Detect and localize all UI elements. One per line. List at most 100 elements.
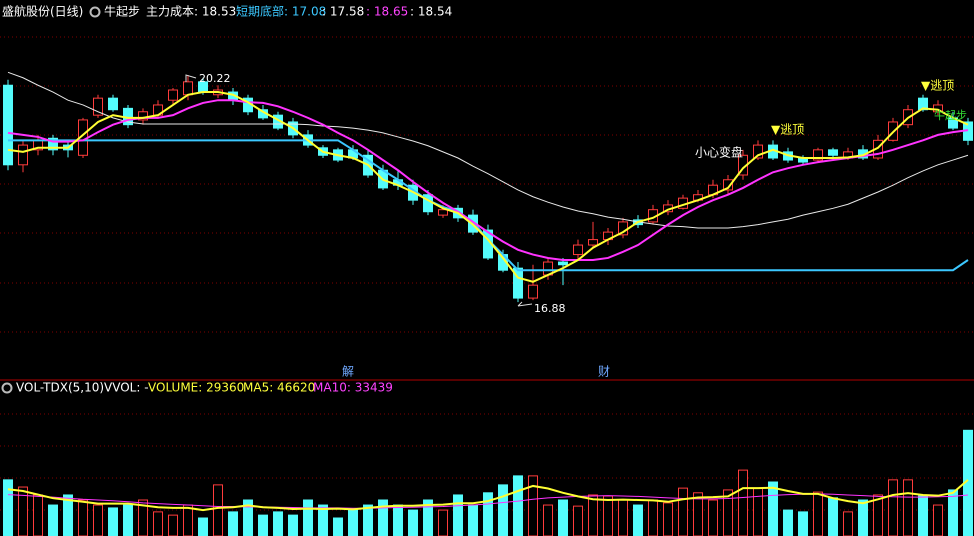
volume-bar <box>348 509 358 536</box>
candle-body <box>558 261 568 266</box>
volume-bar <box>213 484 223 536</box>
candle-body <box>753 144 763 159</box>
candle-body <box>18 144 28 166</box>
volume-bar <box>843 511 853 536</box>
header-item: MA10: 33439 <box>313 381 393 395</box>
candle-body <box>438 209 448 216</box>
grid <box>0 36 974 511</box>
volume-bar <box>918 495 928 536</box>
volume-bar <box>633 504 643 536</box>
volume-bar <box>723 489 733 536</box>
volume-bar <box>573 505 583 536</box>
volume-bar <box>243 499 253 536</box>
header: 盛航股份(日线) 牛起步 主力成本: 18.53 短期底部: 17.08 : 1… <box>2 4 452 19</box>
volume-bar <box>933 504 943 536</box>
annotation: 小心变盘 <box>695 145 743 160</box>
candle-body <box>918 97 928 111</box>
volume-bar <box>858 499 868 536</box>
volume-bar <box>783 509 793 536</box>
indicator-name: VOL-TDX(5,10) <box>16 381 104 395</box>
volume-bar <box>558 499 568 536</box>
candle-body <box>108 97 118 111</box>
event-marker[interactable]: 解 <box>342 365 354 379</box>
header-item: VOLUME: 29360 <box>148 381 244 395</box>
volume-bar <box>708 499 718 536</box>
plot <box>3 71 973 536</box>
volume-bar <box>453 494 463 536</box>
header-item: 主力成本: 18.53 <box>146 5 236 19</box>
volume-bar <box>903 479 913 536</box>
ma-line <box>7 479 969 512</box>
candle-body <box>168 89 178 101</box>
volume-bar <box>33 494 43 536</box>
candle-body <box>93 97 103 116</box>
annotation-pointer <box>517 301 533 307</box>
candle-body <box>3 84 13 166</box>
volume-bar <box>3 479 13 536</box>
candle-body <box>573 244 583 256</box>
header-item: : 18.54 <box>410 5 452 19</box>
stock-title: 盛航股份(日线) <box>2 4 83 19</box>
volume-bar <box>948 489 958 536</box>
volume-bar <box>273 511 283 536</box>
volume-bar <box>198 517 208 536</box>
annotation: 牛起步 <box>934 108 967 122</box>
volume-bar <box>888 479 898 536</box>
ma-line <box>7 71 969 229</box>
volume-bar <box>168 514 178 536</box>
volume-bar <box>738 469 748 536</box>
header-item: : 17.58 <box>322 5 364 19</box>
volume-bar <box>378 499 388 536</box>
volume-bar <box>588 494 598 536</box>
volume-bar <box>513 475 523 536</box>
volume-bar <box>798 511 808 536</box>
volume-bar <box>333 517 343 536</box>
candle-body <box>813 149 823 161</box>
volume-bar <box>393 504 403 536</box>
volume-bar <box>303 499 313 536</box>
candle-body <box>48 137 58 151</box>
candle-body <box>528 284 538 299</box>
annotation: 20.22 <box>199 72 231 85</box>
volume-bar <box>18 486 28 536</box>
candle-body <box>828 149 838 156</box>
volume-bar <box>468 504 478 536</box>
volume-bar <box>813 491 823 536</box>
volume-bar <box>258 514 268 536</box>
header-item: : 18.65 <box>366 5 408 19</box>
volume-bar <box>228 511 238 536</box>
annotation: ▼逃顶 <box>771 123 804 137</box>
volume-bar <box>438 509 448 536</box>
volume-bar <box>93 504 103 536</box>
header-item: 短期底部: 17.08 <box>236 4 326 19</box>
volume-bar <box>543 504 553 536</box>
annotations: 20.22 16.88 小心变盘 ▼逃顶 ▼逃顶 牛起步 解 财 <box>185 72 967 379</box>
volume-bar <box>288 514 298 536</box>
volume-bar <box>528 475 538 536</box>
settings-icon[interactable] <box>1 382 13 394</box>
event-marker[interactable]: 财 <box>598 365 610 379</box>
candle-body <box>513 267 523 299</box>
volume-bar <box>753 487 763 536</box>
volume-bar <box>48 504 58 536</box>
volume-bar <box>363 504 373 536</box>
header-item: MA5: 46620 <box>243 381 315 395</box>
volume-bar <box>78 499 88 536</box>
volume-bar <box>498 484 508 536</box>
volume-bar <box>423 499 433 536</box>
candle-body <box>183 81 193 96</box>
volume-bar <box>108 507 118 536</box>
volume-bar <box>408 509 418 536</box>
volume-bar <box>663 502 673 536</box>
indicator-name: 牛起步 <box>104 4 140 19</box>
ma-line <box>7 91 969 283</box>
candle-body <box>588 239 598 246</box>
volume-bar <box>123 504 133 536</box>
volume-bar <box>138 499 148 536</box>
annotation-pointer <box>185 74 197 82</box>
candle-body <box>138 111 148 121</box>
annotation: ▼逃顶 <box>921 79 954 93</box>
settings-icon[interactable] <box>89 6 101 18</box>
